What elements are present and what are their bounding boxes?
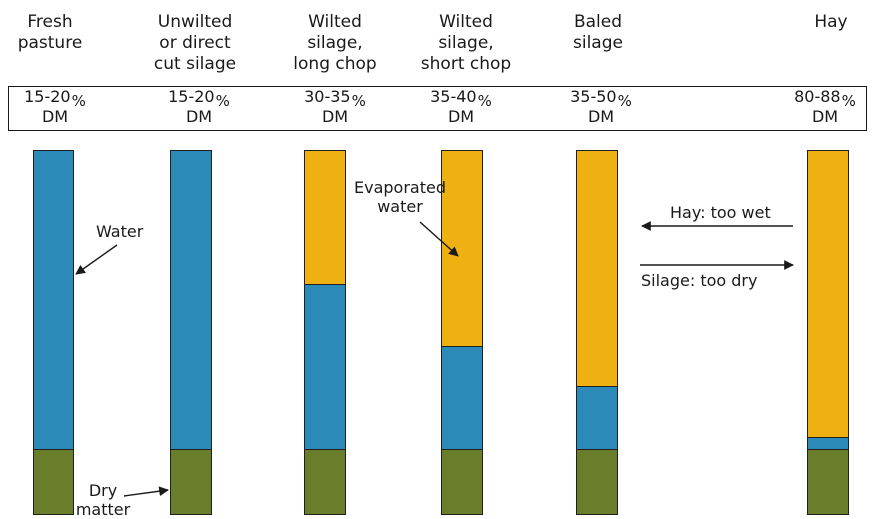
dm-range: 35-40: [430, 87, 477, 106]
dm-cell-fresh-pasture: 15-20% DM: [17, 87, 93, 126]
dm-cell-hay: 80-88% DM: [785, 87, 865, 126]
label-line: cut silage: [153, 54, 237, 74]
percent-sign: %: [841, 92, 856, 110]
dm-unit: DM: [321, 107, 349, 126]
label-line: silage: [573, 33, 623, 53]
dm-percentage-strip: 15-20% DM 15-20% DM 30-35% DM 35-40% DM …: [8, 86, 867, 131]
label-line: Wilted: [439, 12, 493, 32]
column-label-wilted-short-chop: Wilted silage, short chop: [408, 12, 524, 75]
water-segment: [171, 151, 211, 451]
column-label-baled-silage: Baled silage: [556, 12, 640, 54]
dm-cell-wilted-short-chop: 35-40% DM: [421, 87, 501, 126]
dm-range: 35-50: [570, 87, 617, 106]
dry-matter-segment: [577, 450, 617, 514]
bar-baled-silage: [576, 150, 618, 515]
column-label-unwilted-silage: Unwilted or direct cut silage: [140, 12, 250, 75]
evaporated-water-segment: [808, 151, 848, 438]
dm-cell-baled-silage: 35-50% DM: [561, 87, 641, 126]
dm-range: 15-20: [168, 87, 215, 106]
percent-sign: %: [617, 92, 632, 110]
label-line: water: [377, 197, 423, 216]
label-line: pasture: [17, 33, 83, 53]
evaporated-water-label: Evaporated water: [348, 178, 452, 216]
evaporated-water-segment: [577, 151, 617, 387]
percent-sign: %: [477, 92, 492, 110]
bar-wilted-short-chop: [441, 150, 483, 515]
label-line: Baled: [573, 12, 623, 32]
water-label: Water: [96, 222, 144, 241]
label-line: matter: [75, 500, 131, 519]
label-line: Unwilted: [157, 12, 233, 32]
dm-unit: DM: [41, 107, 69, 126]
label-line: short chop: [420, 54, 512, 74]
water-segment: [442, 347, 482, 451]
dm-cell-wilted-long-chop: 30-35% DM: [295, 87, 375, 126]
dry-matter-label: Dry matter: [72, 481, 134, 519]
percent-sign: %: [71, 92, 86, 110]
bar-hay: [807, 150, 849, 515]
water-segment: [34, 151, 73, 451]
column-label-hay: Hay: [806, 12, 856, 33]
water-arrow: [75, 244, 118, 275]
percent-sign: %: [351, 92, 366, 110]
column-label-fresh-pasture: Fresh pasture: [6, 12, 94, 54]
label-line: Evaporated: [354, 178, 446, 197]
silage-too-dry-label: Silage: too dry: [641, 271, 758, 290]
water-segment: [808, 437, 848, 451]
bar-unwilted-silage: [170, 150, 212, 515]
dm-unit: DM: [811, 107, 839, 126]
dm-range: 80-88: [794, 87, 841, 106]
label-line: Hay: [814, 12, 848, 32]
dm-range: 30-35: [304, 87, 351, 106]
dry-matter-segment: [171, 450, 211, 514]
dm-range: 15-20: [24, 87, 71, 106]
dry-matter-segment: [808, 450, 848, 514]
label-line: Dry: [88, 481, 118, 500]
label-line: or direct: [159, 33, 231, 53]
evaporated-water-segment: [305, 151, 345, 286]
hay-too-wet-label: Hay: too wet: [670, 203, 771, 222]
label-line: Wilted: [308, 12, 362, 32]
column-label-wilted-long-chop: Wilted silage, long chop: [282, 12, 388, 75]
label-line: silage,: [438, 33, 494, 53]
water-segment: [577, 386, 617, 451]
dm-cell-unwilted-silage: 15-20% DM: [159, 87, 239, 126]
water-segment: [305, 285, 345, 451]
dm-unit: DM: [447, 107, 475, 126]
label-line: long chop: [293, 54, 377, 74]
percent-sign: %: [215, 92, 230, 110]
bar-fresh-pasture: [33, 150, 74, 515]
label-line: silage,: [307, 33, 363, 53]
bar-wilted-long-chop: [304, 150, 346, 515]
dry-matter-segment: [442, 450, 482, 514]
label-line: Fresh: [27, 12, 73, 32]
dm-unit: DM: [185, 107, 213, 126]
dm-unit: DM: [587, 107, 615, 126]
dry-matter-segment: [305, 450, 345, 514]
dry-matter-segment: [34, 450, 73, 514]
